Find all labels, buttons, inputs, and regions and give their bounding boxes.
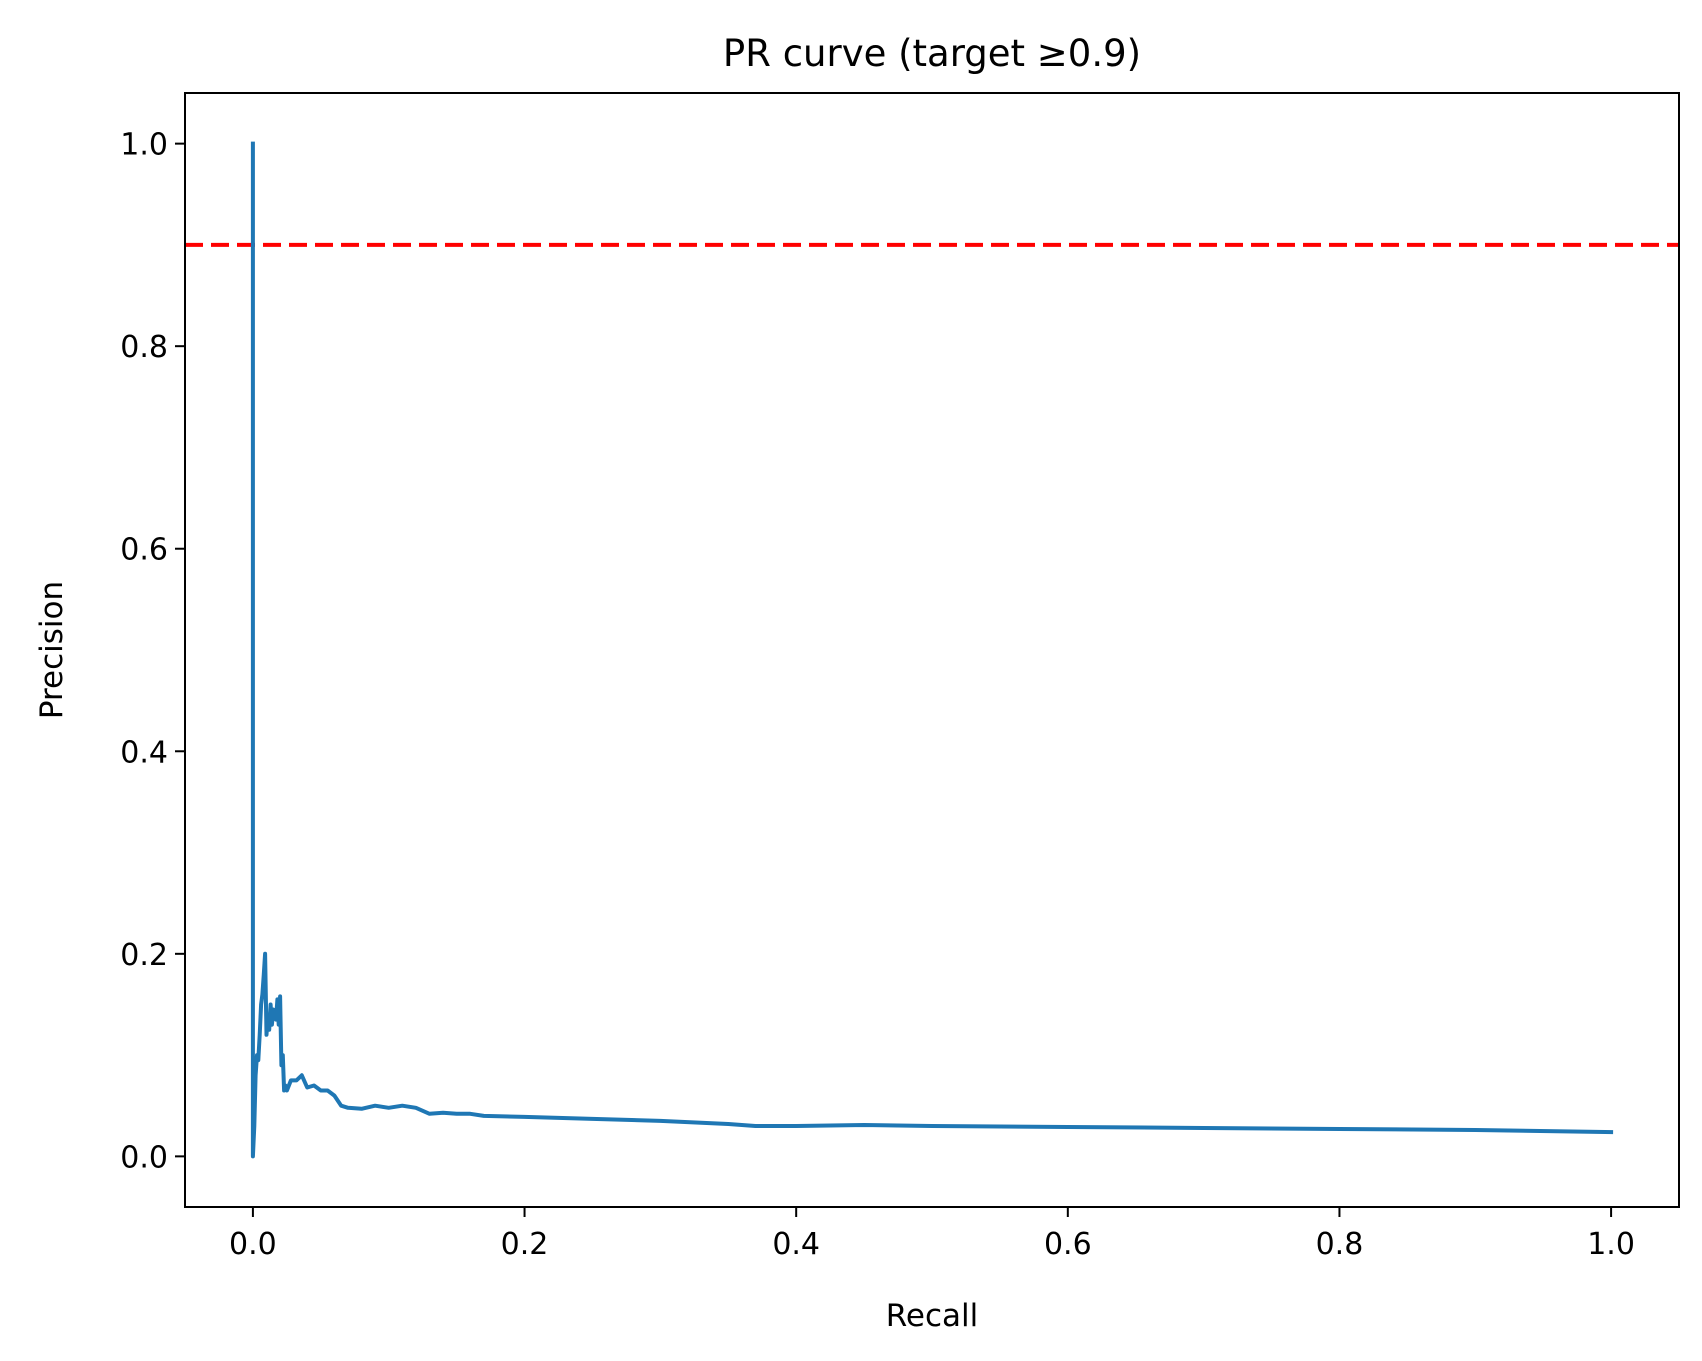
y-tick-label: 0.2 — [120, 938, 168, 973]
axes: 0.0 0.2 0.4 0.6 0.8 1.0 0.0 0.2 0.4 0.6 0.8 1.0 — [120, 92, 1680, 1262]
x-tick-label: 0.2 — [501, 1227, 549, 1262]
y-tick-label: 0.6 — [120, 533, 168, 568]
y-tick-label: 0.0 — [120, 1140, 168, 1175]
axes-frame — [184, 92, 1680, 1208]
x-tick-label: 1.0 — [1587, 1227, 1635, 1262]
pr-curve-line — [250, 141, 1614, 1159]
y-tick-label: 0.8 — [120, 330, 168, 365]
x-tick-label: 0.6 — [1044, 1227, 1092, 1262]
y-tick-label: 1.0 — [120, 128, 168, 163]
x-tick-label: 0.4 — [772, 1227, 820, 1262]
x-tick-label: 0.0 — [229, 1227, 277, 1262]
y-tick-label: 0.4 — [120, 735, 168, 770]
chart-title: PR curve (target ≥0.9) — [723, 32, 1141, 75]
y-axis-label: Precision — [34, 581, 70, 719]
plot-area — [185, 141, 1679, 1159]
x-tick-label: 0.8 — [1316, 1227, 1364, 1262]
x-axis-label: Recall — [886, 1298, 979, 1334]
